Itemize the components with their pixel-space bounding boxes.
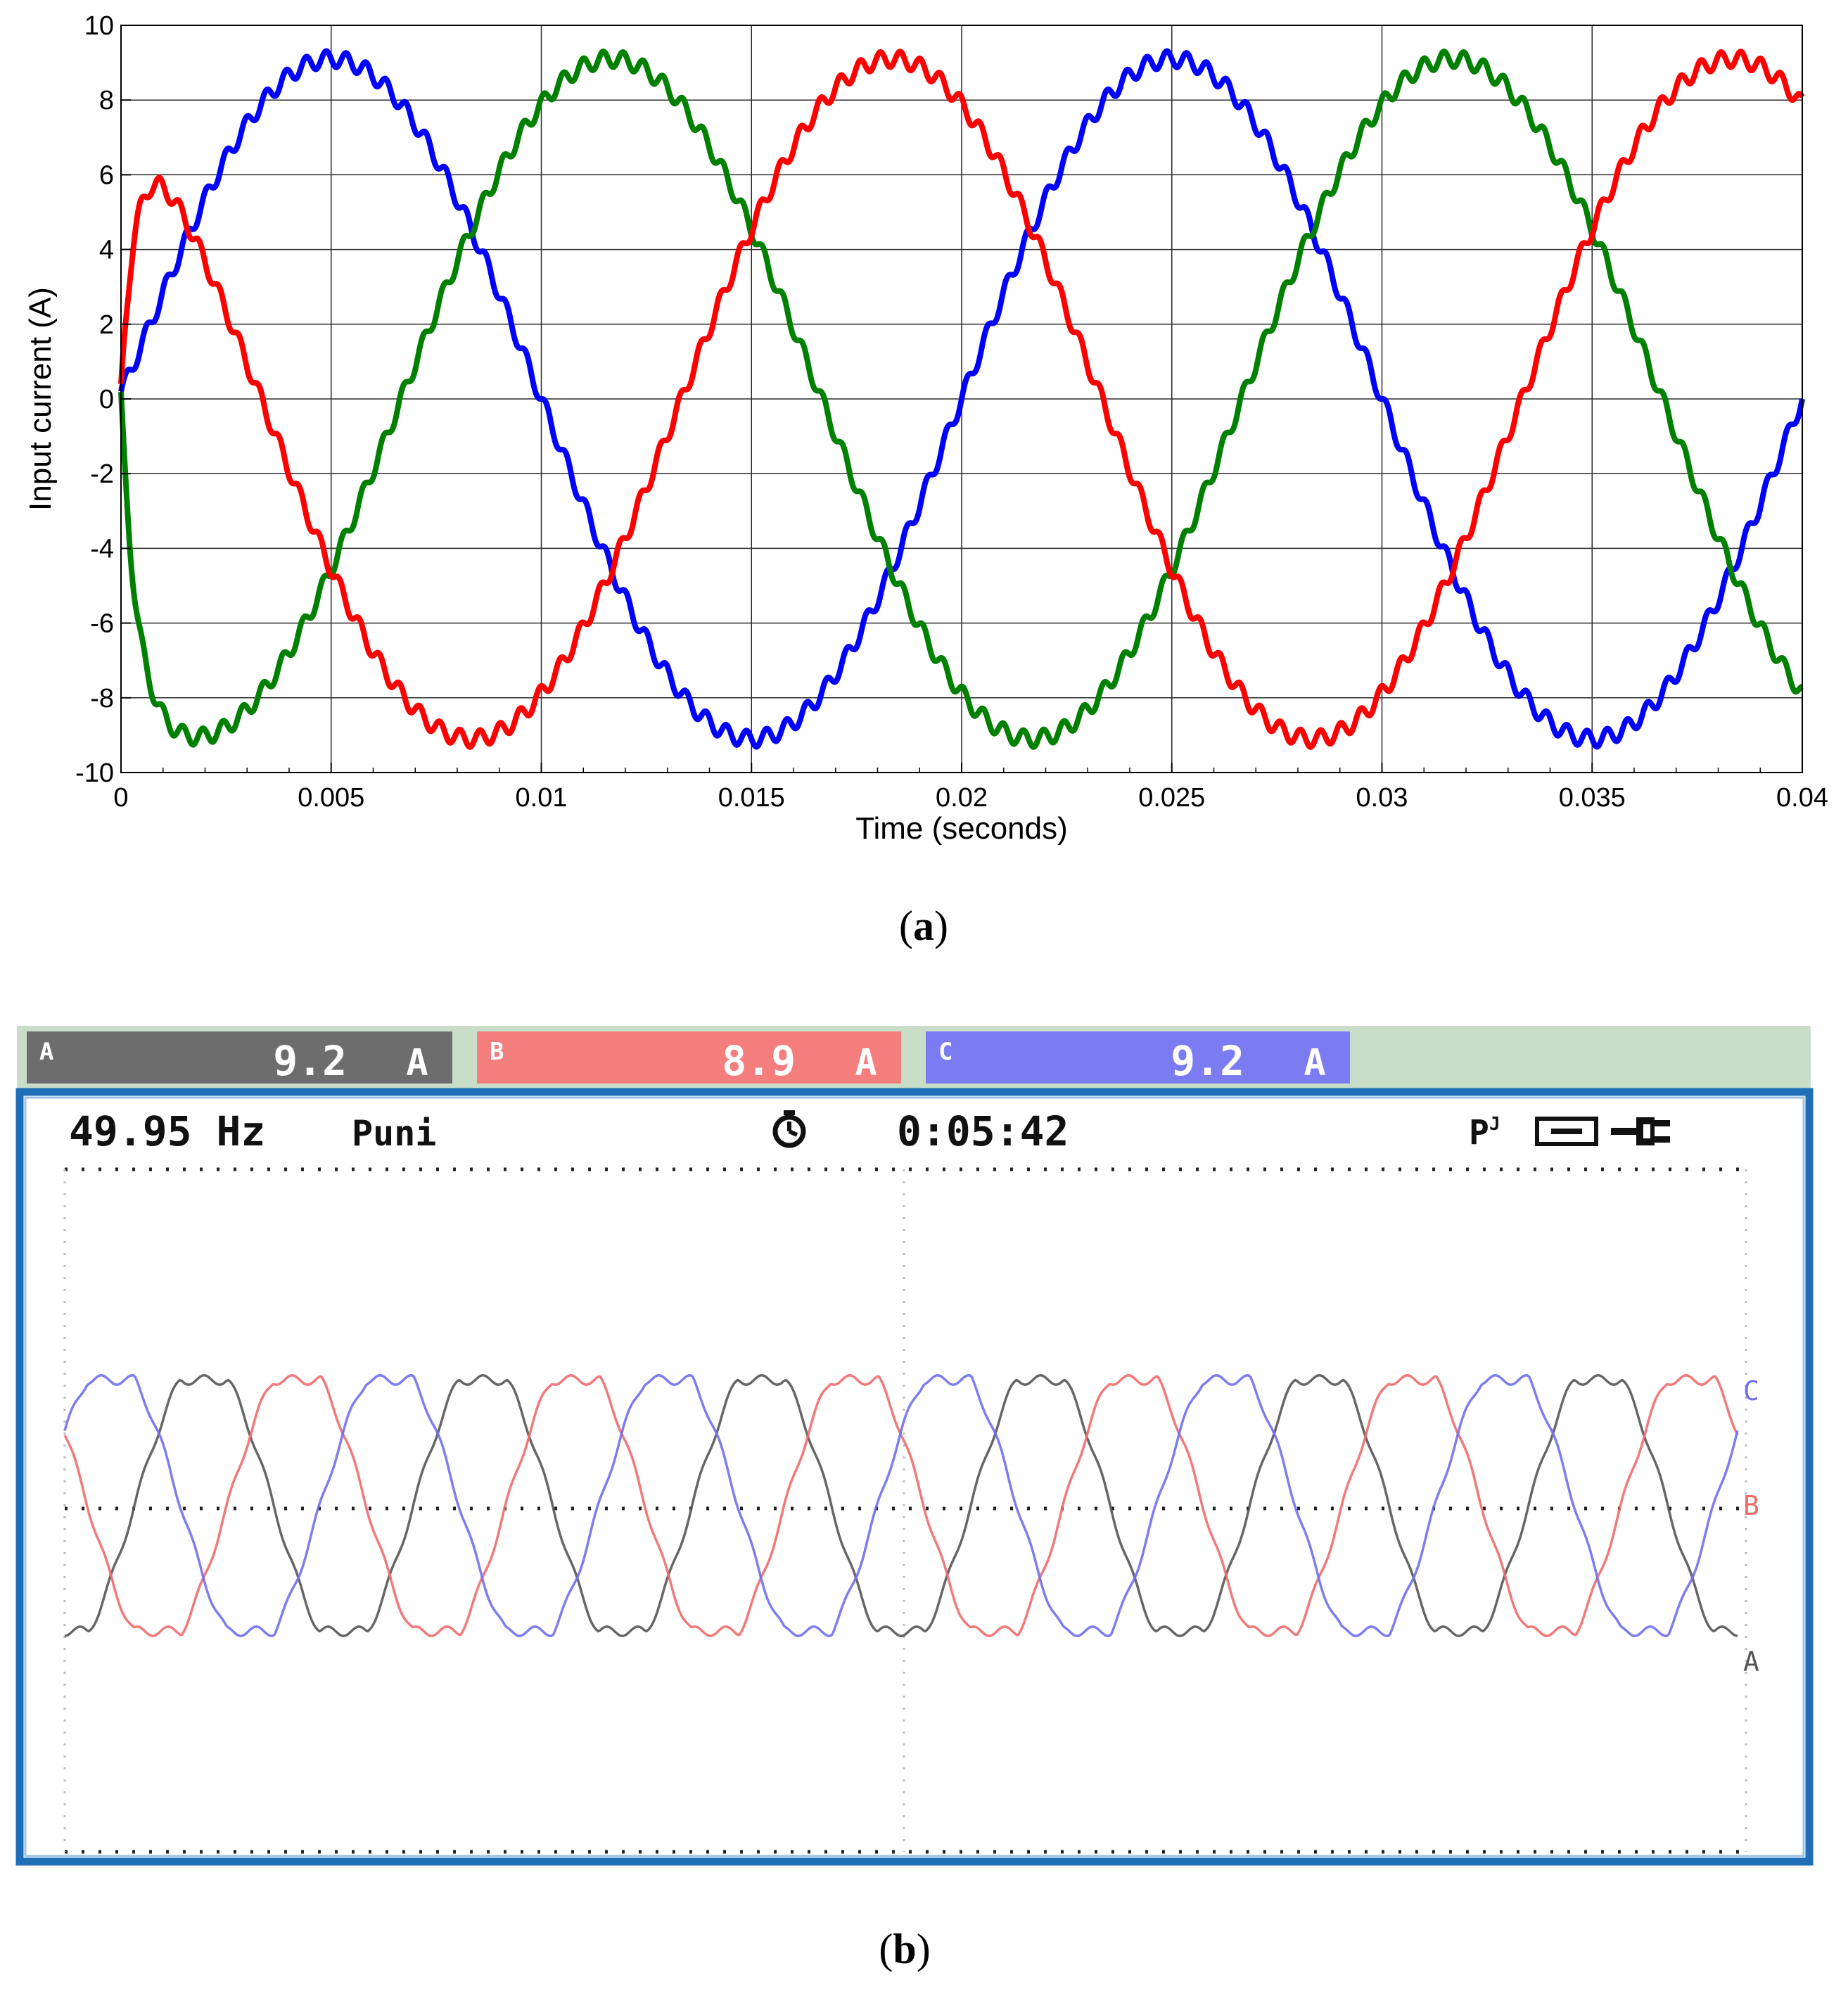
- channel-box: [27, 1031, 452, 1084]
- screen-frame: [15, 1088, 1814, 1866]
- y-tick-label: 4: [99, 236, 114, 265]
- x-tick-label: 0.035: [1559, 783, 1626, 813]
- channel-unit: A: [406, 1042, 428, 1084]
- trace-label-b: B: [1743, 1490, 1759, 1521]
- channel-c-readout: C 9.2 A: [926, 1031, 1350, 1085]
- channel-name: A: [39, 1038, 53, 1066]
- x-axis-label: Time (seconds): [855, 811, 1068, 846]
- elapsed-time: 0:05:42: [897, 1107, 1069, 1155]
- panel-a-chart: 0 0.005 0.01 0.015 0.02 0.025 0.03 0.035 0.04 -1…: [23, 11, 1828, 949]
- trace-group: [63, 1373, 1739, 1638]
- y-tick-label: -8: [90, 684, 114, 713]
- channel-unit: A: [1304, 1042, 1325, 1084]
- y-tick-label: 6: [99, 160, 114, 190]
- svg-text:P: P: [1469, 1113, 1489, 1152]
- screen-frame-inner: [24, 1096, 1805, 1857]
- series-line: [118, 49, 1805, 750]
- panel-b-meter-screen: A 9.2 A B 8.9 A C 9.2 A 49.95 Hz Puni 0:05:42 P …: [15, 1026, 1814, 1972]
- probe-icon: P J: [1469, 1113, 1500, 1152]
- x-tick-label: 0.005: [298, 783, 364, 813]
- channel-a-readout: A 9.2 A: [27, 1031, 452, 1085]
- stopwatch-icon: [772, 1110, 806, 1148]
- channel-box: [926, 1031, 1350, 1084]
- x-tick-label: 0: [113, 783, 128, 813]
- y-tick-labels: -10 -8 -6 -4 -2 0 2 4 6 8 10: [75, 11, 114, 788]
- axis-ticks: [120, 25, 1803, 773]
- y-tick-label: 10: [84, 11, 114, 41]
- x-tick-labels: 0 0.005 0.01 0.015 0.02 0.025 0.03 0.035 0.04: [113, 783, 1828, 813]
- y-axis-label: Input current (A): [23, 287, 58, 511]
- panel-b-caption: (b): [879, 1926, 930, 1972]
- x-tick-label: 0.015: [718, 783, 785, 813]
- y-tick-label: 2: [99, 310, 114, 340]
- channel-name: B: [490, 1038, 504, 1066]
- y-tick-label: 8: [99, 86, 114, 115]
- series-line: [118, 49, 1804, 750]
- y-tick-label: -2: [90, 459, 114, 489]
- y-tick-label: 0: [99, 385, 114, 414]
- x-tick-label: 0.03: [1356, 783, 1408, 813]
- mode-label: Puni: [352, 1113, 436, 1154]
- channel-value: 9.2: [1171, 1037, 1244, 1085]
- trace-label-a: A: [1743, 1646, 1759, 1677]
- channel-value: 8.9: [722, 1037, 796, 1085]
- trace-c: [63, 1374, 1739, 1637]
- channel-unit: A: [855, 1042, 877, 1084]
- series-group: [118, 48, 1805, 750]
- channel-b-readout: B 8.9 A: [477, 1031, 901, 1085]
- plug-icon: [1611, 1117, 1670, 1145]
- trace-a: [64, 1373, 1738, 1638]
- x-tick-label: 0.02: [936, 783, 988, 813]
- channel-name: C: [938, 1038, 952, 1066]
- x-tick-label: 0.01: [516, 783, 568, 813]
- x-tick-label: 0.025: [1138, 783, 1205, 813]
- trace-label-c: C: [1743, 1375, 1759, 1406]
- channel-box: [477, 1031, 901, 1084]
- battery-icon: [1535, 1117, 1598, 1146]
- channel-value: 9.2: [273, 1037, 347, 1085]
- channel-readouts: A 9.2 A B 8.9 A C 9.2 A: [27, 1031, 1350, 1085]
- x-tick-label: 0.04: [1776, 783, 1828, 813]
- y-tick-label: -6: [90, 609, 114, 639]
- panel-a-caption: (a): [899, 903, 948, 949]
- svg-text:J: J: [1489, 1114, 1500, 1135]
- y-tick-label: -4: [90, 534, 114, 564]
- y-tick-label: -10: [75, 758, 114, 788]
- series-line: [118, 48, 1805, 750]
- frequency-readout: 49.95 Hz: [69, 1107, 265, 1155]
